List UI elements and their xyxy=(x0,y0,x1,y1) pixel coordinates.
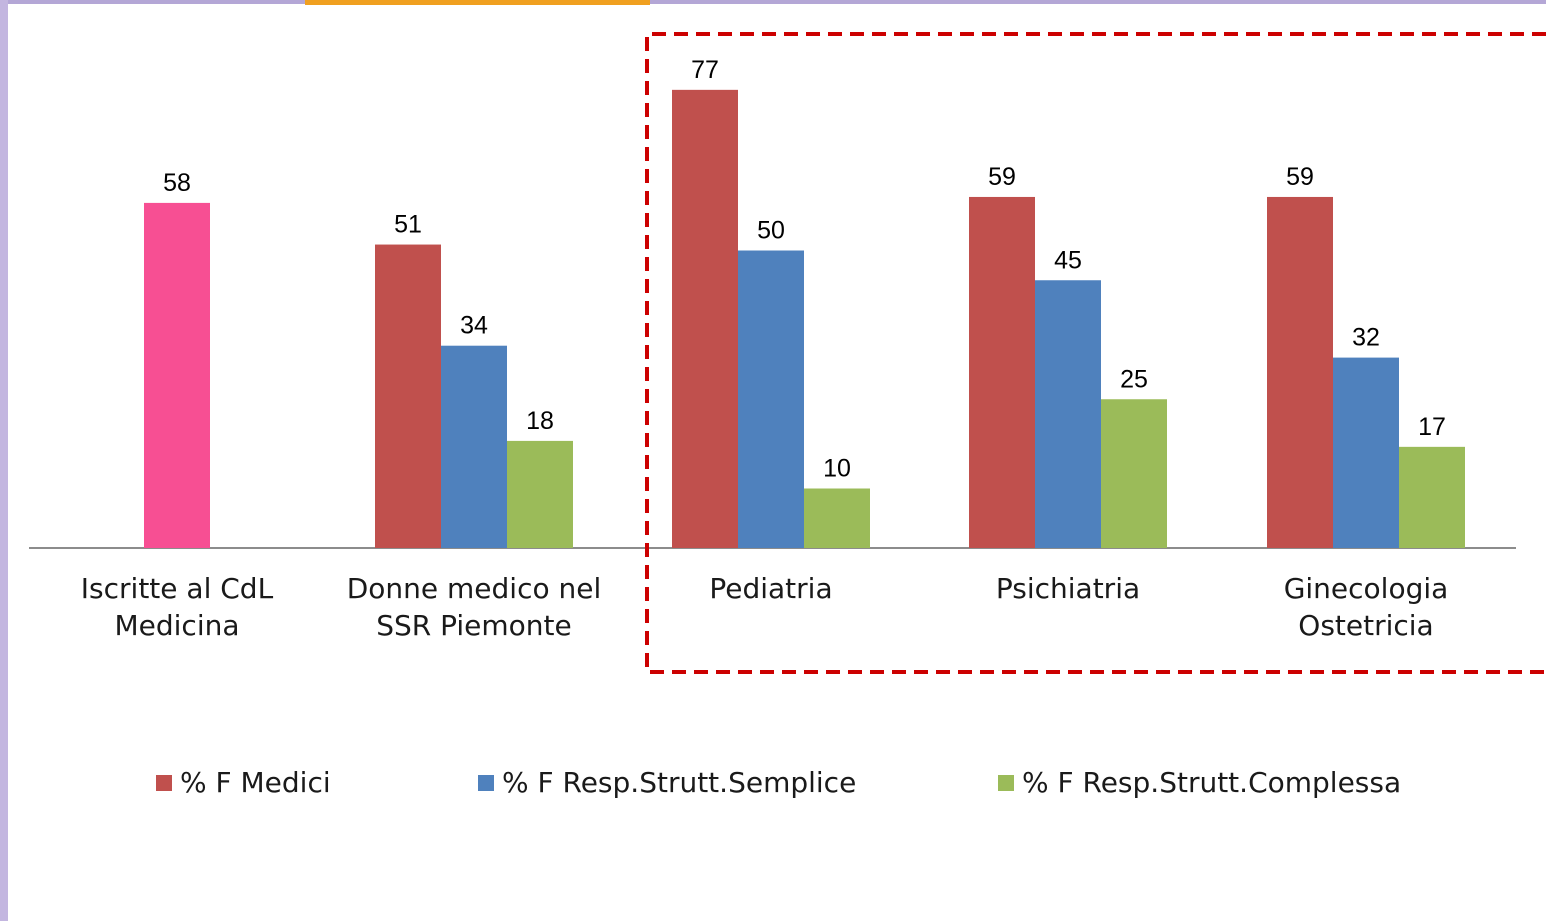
data-label: 58 xyxy=(163,169,191,197)
bar xyxy=(1333,357,1399,548)
data-label: 25 xyxy=(1120,365,1148,393)
data-label: 59 xyxy=(1286,163,1314,191)
data-label: 51 xyxy=(394,211,422,239)
bar xyxy=(144,202,210,548)
bar xyxy=(441,345,507,548)
bar xyxy=(804,488,870,548)
data-label: 50 xyxy=(757,217,785,245)
legend-label: % F Resp.Strutt.Complessa xyxy=(1022,766,1401,799)
data-label: 77 xyxy=(691,56,719,84)
bar xyxy=(969,196,1035,548)
legend-swatch xyxy=(478,775,494,791)
x-tick-label: Pediatria xyxy=(709,572,832,605)
legend-label: % F Medici xyxy=(180,766,331,799)
left-border xyxy=(0,0,8,921)
bar xyxy=(375,244,441,549)
data-label: 10 xyxy=(823,455,851,483)
data-label: 17 xyxy=(1418,413,1446,441)
bar xyxy=(507,440,573,548)
top-accent xyxy=(305,0,650,5)
x-tick-label: Ginecologia xyxy=(1284,572,1449,605)
x-tick-label: SSR Piemonte xyxy=(376,609,572,642)
data-label: 34 xyxy=(460,312,488,340)
bar xyxy=(1399,446,1465,548)
top-border xyxy=(0,0,1546,4)
data-label: 45 xyxy=(1054,246,1082,274)
x-tick-label: Donne medico nel xyxy=(347,572,602,605)
bar xyxy=(1035,280,1101,548)
data-label: 18 xyxy=(526,407,554,435)
x-tick-label: Ostetricia xyxy=(1298,609,1433,642)
data-label: 32 xyxy=(1352,324,1380,352)
highlight-box xyxy=(645,32,1546,674)
x-tick-label: Psichiatria xyxy=(996,572,1140,605)
data-label: 59 xyxy=(988,163,1016,191)
bar xyxy=(1101,399,1167,548)
x-tick-label: Medicina xyxy=(114,609,239,642)
bar xyxy=(672,89,738,548)
bar xyxy=(738,250,804,548)
legend-label: % F Resp.Strutt.Semplice xyxy=(502,766,856,799)
legend-swatch xyxy=(998,775,1014,791)
bar xyxy=(1267,196,1333,548)
legend-swatch xyxy=(156,775,172,791)
x-tick-label: Iscritte al CdL xyxy=(81,572,274,605)
